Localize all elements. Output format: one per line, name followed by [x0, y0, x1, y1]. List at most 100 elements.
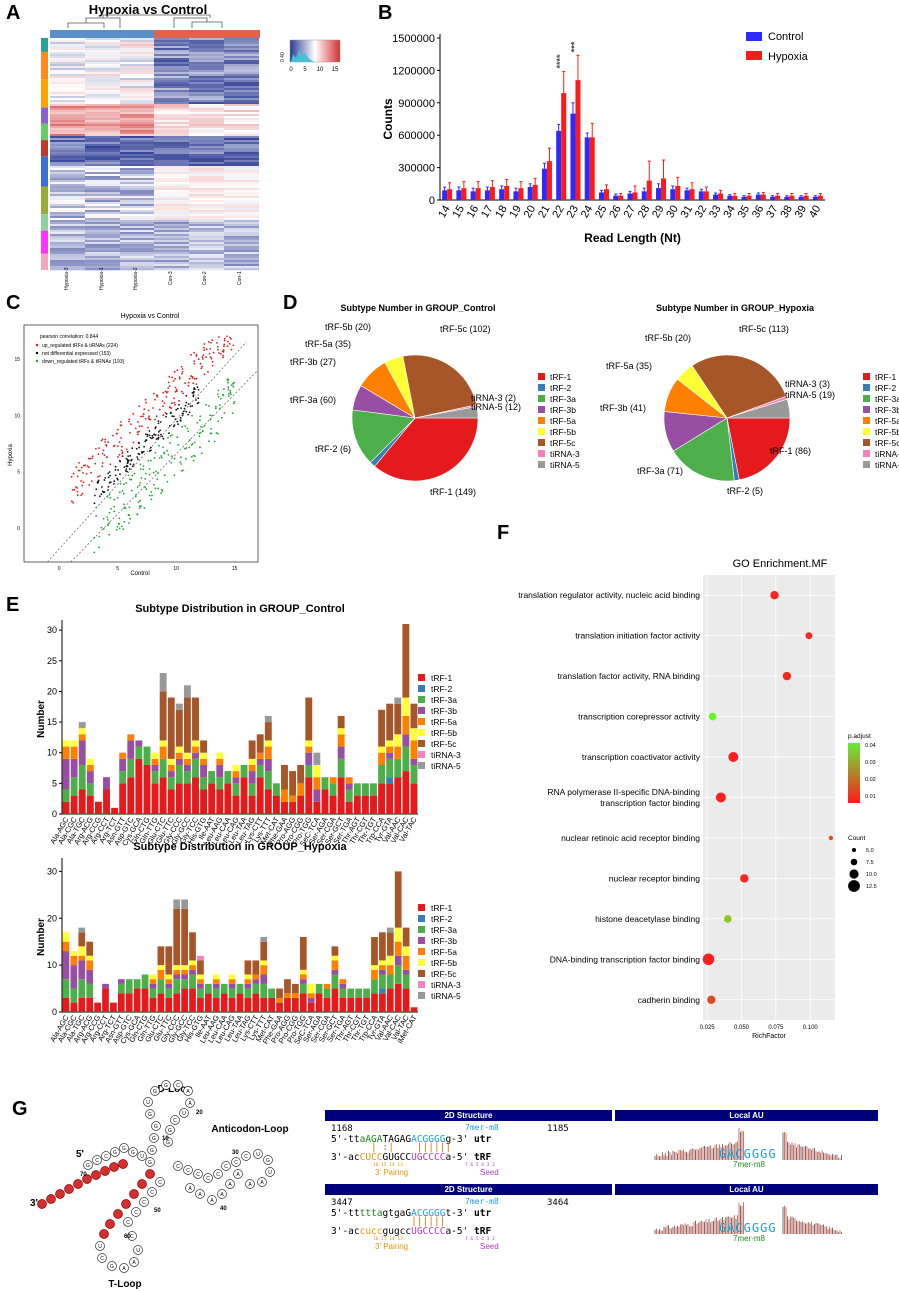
c-point: [161, 456, 163, 459]
e-bar-segment: [339, 983, 347, 989]
e-bar-segment: [361, 783, 369, 796]
c-point: [76, 490, 79, 493]
e-bar-segment: [240, 764, 248, 778]
pie-slice: [414, 406, 479, 419]
b-bar-hypoxia: [589, 137, 595, 200]
c-point: [94, 462, 97, 465]
heatmap-cell: [50, 138, 85, 141]
c-point: [108, 511, 111, 514]
e-bar-segment: [272, 783, 280, 796]
c-point: [190, 456, 193, 458]
e-bar-segment: [224, 771, 232, 784]
e-legend-swatch: [418, 674, 425, 681]
e-bar-segment: [70, 1002, 78, 1013]
c-point: [150, 459, 152, 462]
heatmap-cell: [50, 84, 85, 87]
heatmap-cell: [189, 140, 224, 143]
c-point: [130, 423, 132, 425]
e-bar-segment: [192, 697, 199, 741]
c-point: [230, 393, 232, 396]
nucleotide-letter: G: [152, 1136, 156, 1142]
heatmap-cell: [154, 44, 189, 47]
position-number: 60: [124, 1234, 131, 1240]
heatmap-cell: [154, 196, 189, 199]
f-dot: [708, 712, 717, 721]
c-point: [203, 373, 206, 376]
c-point: [136, 458, 139, 460]
b-bar-hypoxia: [689, 189, 695, 200]
c-point: [108, 493, 111, 496]
heatmap-cell: [189, 66, 224, 69]
nucleotide-letter: A: [132, 1260, 136, 1266]
nucleotide-letter: C: [173, 1118, 177, 1124]
pie-legend-label: tRF-1: [550, 372, 572, 382]
c-point: [138, 405, 141, 407]
c-point: [210, 428, 213, 430]
c-point: [168, 375, 171, 378]
c-point: [188, 446, 191, 449]
heatmap-cell: [50, 258, 85, 261]
c-point: [153, 392, 155, 395]
b-bar-hypoxia: [504, 185, 510, 200]
c-point: [187, 384, 190, 387]
c-point: [132, 441, 135, 444]
heatmap-cell: [154, 204, 189, 207]
c-point: [232, 402, 235, 405]
e-bar-segment: [192, 746, 199, 753]
c-point: [131, 447, 134, 450]
c-point: [173, 370, 176, 373]
b-x-tick-label: 29: [650, 204, 667, 221]
heatmap-cell: [189, 76, 224, 79]
heatmap-cell: [189, 46, 224, 49]
e-bar-segment: [192, 777, 199, 814]
heatmap-cell: [154, 198, 189, 201]
c-point: [193, 360, 196, 362]
e-y-tick-label: 25: [47, 656, 57, 666]
e-bar-segment: [331, 988, 339, 1012]
heatmap-cell: [224, 258, 259, 261]
c-point: [167, 436, 169, 439]
b-bar-control: [442, 190, 448, 200]
e-bar-segment: [181, 974, 188, 980]
heatmap-cell: [154, 68, 189, 71]
heatmap-cell: [189, 62, 224, 65]
heatmap-cell: [120, 88, 155, 91]
pie-slice: [402, 354, 477, 419]
e-bar-segment: [394, 983, 402, 1013]
e-bar-segment: [378, 783, 386, 814]
pie-legend-swatch: [863, 428, 870, 435]
c-point: [218, 336, 220, 338]
heatmap-cell: [120, 236, 155, 239]
c-point: [175, 408, 178, 411]
heatmap-cell: [224, 160, 259, 163]
e-bar-segment: [355, 997, 363, 1012]
heatmap-cell: [189, 202, 224, 205]
side-annotation-block: [41, 38, 48, 52]
three-prime-label: 3': [30, 1198, 38, 1209]
c-point: [71, 489, 74, 491]
heatmap-cell: [224, 226, 259, 229]
c-point: [109, 463, 112, 466]
heatmap-cell: [154, 96, 189, 99]
c-point: [175, 390, 178, 392]
c-point: [222, 356, 224, 359]
c-point: [114, 469, 117, 471]
heatmap-cell: [50, 208, 85, 211]
c-point: [180, 365, 183, 368]
c-point: [191, 414, 193, 417]
heatmap-cell: [85, 102, 120, 105]
b-bar-control: [556, 130, 562, 200]
b-significance: ***: [569, 41, 579, 52]
e-bar-segment: [175, 764, 183, 784]
nucleotide-letter: A: [248, 1182, 252, 1188]
heatmap-cell: [154, 138, 189, 141]
heatmap-cell: [120, 218, 155, 221]
heatmap-cell: [154, 104, 189, 107]
c-point: [98, 447, 100, 449]
heatmap-cell: [189, 42, 224, 45]
nucleotide: [233, 1169, 243, 1179]
heatmap-cell: [154, 88, 189, 91]
heatmap-cell: [120, 242, 155, 245]
e-bar-segment: [62, 801, 70, 814]
c-point: [179, 461, 182, 463]
